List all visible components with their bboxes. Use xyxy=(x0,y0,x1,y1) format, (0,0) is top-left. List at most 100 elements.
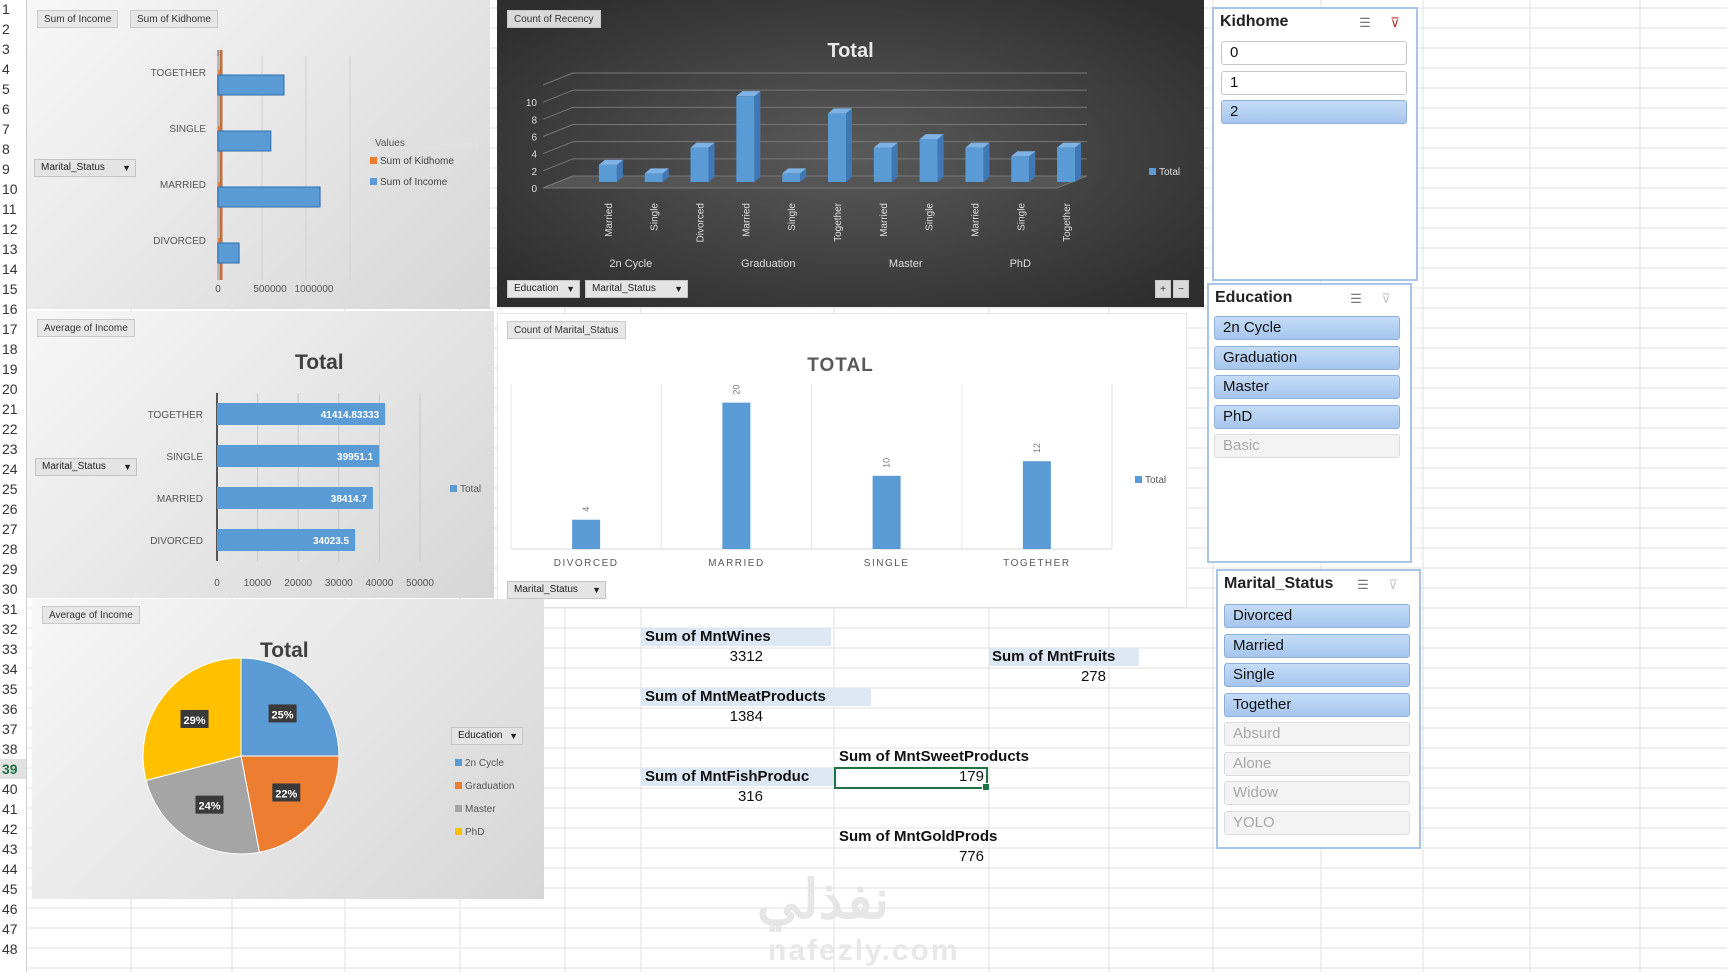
slicer-item[interactable]: Alone xyxy=(1224,751,1410,776)
slicer-kidhome[interactable]: Kidhome ☰ ⊽ 0 1 2 xyxy=(1212,7,1418,281)
pivot-label-gold[interactable]: Sum of MntGoldProds xyxy=(839,828,998,845)
row-number[interactable]: 19 xyxy=(2,361,18,377)
row-number[interactable]: 18 xyxy=(2,341,18,357)
slicer-item[interactable]: 1 xyxy=(1221,70,1407,95)
row-number[interactable]: 47 xyxy=(2,921,18,937)
row-headers[interactable]: 1 2 3 4 5 6 7 8 9 10 11 12 13 14 15 16 17 18 19 20 21 22 23 24 2… xyxy=(0,0,27,972)
field-button-average-income[interactable]: Average of Income xyxy=(42,606,140,624)
row-number[interactable]: 23 xyxy=(2,441,18,457)
collapse-field-button[interactable]: − xyxy=(1173,280,1189,298)
row-number[interactable]: 20 xyxy=(2,381,18,397)
expand-field-button[interactable]: + xyxy=(1155,280,1171,298)
row-number[interactable]: 27 xyxy=(2,521,18,537)
chart-income-kidhome[interactable]: Sum of Income Sum of Kidhome Marital_Sta… xyxy=(27,0,490,309)
row-number[interactable]: 17 xyxy=(2,321,18,337)
axis-filter-marital-status[interactable]: Marital_Status ▼ xyxy=(35,458,137,476)
chart-count-marital-status[interactable]: Count of Marital_Status TOTAL 4 DIVORCED 2… xyxy=(497,313,1187,608)
axis-filter-marital-status[interactable]: Marital_Status ▼ xyxy=(507,581,606,599)
row-number[interactable]: 30 xyxy=(2,581,18,597)
slicer-item[interactable]: 0 xyxy=(1221,41,1407,65)
chart-pie-income-education[interactable]: Average of Income Total 25% 22% 24% 29% Edu… xyxy=(32,599,544,899)
row-number[interactable]: 43 xyxy=(2,841,18,857)
slicer-item[interactable]: 2n Cycle xyxy=(1214,316,1400,340)
pivot-label-fruits[interactable]: Sum of MntFruits xyxy=(992,648,1116,665)
row-number[interactable]: 4 xyxy=(2,61,10,77)
row-number[interactable]: 46 xyxy=(2,901,18,917)
row-number[interactable]: 41 xyxy=(2,801,18,817)
slicer-item[interactable]: 2 xyxy=(1221,100,1407,124)
pivot-value-sweet[interactable]: 179 xyxy=(958,768,984,785)
row-number[interactable]: 2 xyxy=(2,21,10,37)
row-number[interactable]: 13 xyxy=(2,241,18,257)
slicer-item[interactable]: Divorced xyxy=(1224,604,1410,628)
slicer-marital-status[interactable]: Marital_Status ☰ ⊽ Divorced Married Single… xyxy=(1216,569,1421,849)
pivot-value-fish[interactable]: 316 xyxy=(737,788,763,805)
multi-select-icon[interactable]: ☰ xyxy=(1359,15,1371,30)
row-number[interactable]: 34 xyxy=(2,661,18,677)
row-number[interactable]: 35 xyxy=(2,681,18,697)
field-button-sum-income[interactable]: Sum of Income xyxy=(37,10,119,28)
chart-count-recency[interactable]: Count of Recency Total 0 2 4 6 8 10 Married Sin… xyxy=(497,0,1204,307)
row-number[interactable]: 21 xyxy=(2,401,18,417)
row-number[interactable]: 11 xyxy=(2,201,17,217)
slicer-item[interactable]: PhD xyxy=(1214,404,1400,429)
axis-filter-education[interactable]: Education ▼ xyxy=(507,280,580,298)
clear-filter-icon[interactable]: ⊽ xyxy=(1390,15,1400,30)
row-number[interactable]: 36 xyxy=(2,701,18,717)
row-number[interactable]: 26 xyxy=(2,501,18,517)
pivot-value-gold[interactable]: 776 xyxy=(958,848,984,865)
row-number[interactable]: 24 xyxy=(2,461,18,477)
row-number[interactable]: 22 xyxy=(2,421,18,437)
row-number[interactable]: 42 xyxy=(2,821,18,837)
multi-select-icon[interactable]: ☰ xyxy=(1357,577,1369,592)
pivot-label-meat[interactable]: Sum of MntMeatProducts xyxy=(645,688,826,705)
slicer-item[interactable]: Widow xyxy=(1224,781,1410,805)
row-number[interactable]: 8 xyxy=(2,141,10,157)
row-number[interactable]: 5 xyxy=(2,81,10,97)
row-number[interactable]: 45 xyxy=(2,881,18,897)
axis-filter-marital-status[interactable]: Marital_Status ▼ xyxy=(34,159,136,177)
row-number[interactable]: 32 xyxy=(2,621,18,637)
pivot-label-wines[interactable]: Sum of MntWines xyxy=(645,628,771,645)
active-cell-selection[interactable] xyxy=(834,767,990,791)
field-button-sum-kidhome[interactable]: Sum of Kidhome xyxy=(130,10,218,28)
field-button-count-recency[interactable]: Count of Recency xyxy=(507,10,601,28)
row-number[interactable]: 3 xyxy=(2,41,10,57)
clear-filter-icon[interactable]: ⊽ xyxy=(1388,577,1398,592)
row-number[interactable]: 16 xyxy=(2,301,18,317)
row-number[interactable]: 9 xyxy=(2,161,10,177)
slicer-item[interactable]: Master xyxy=(1214,375,1400,399)
row-number[interactable]: 38 xyxy=(2,741,18,757)
row-number[interactable]: 29 xyxy=(2,561,18,577)
clear-filter-icon[interactable]: ⊽ xyxy=(1381,291,1391,306)
row-number[interactable]: 12 xyxy=(2,221,18,237)
legend-filter-education[interactable]: Education ▼ xyxy=(451,727,523,745)
multi-select-icon[interactable]: ☰ xyxy=(1350,291,1362,306)
slicer-item[interactable]: YOLO xyxy=(1224,810,1410,835)
row-number[interactable]: 25 xyxy=(2,481,18,497)
row-number[interactable]: 15 xyxy=(2,281,18,297)
row-number[interactable]: 7 xyxy=(2,121,10,137)
row-number[interactable]: 39 xyxy=(0,759,26,779)
pivot-label-fish[interactable]: Sum of MntFishProduc xyxy=(645,768,810,785)
row-number[interactable]: 44 xyxy=(2,861,18,877)
axis-filter-marital-status[interactable]: Marital_Status ▼ xyxy=(585,280,688,298)
pivot-value-fruits[interactable]: 278 xyxy=(1080,668,1106,685)
row-number[interactable]: 10 xyxy=(2,181,18,197)
field-button-count-marital[interactable]: Count of Marital_Status xyxy=(507,321,626,339)
row-number[interactable]: 6 xyxy=(2,101,10,117)
row-number[interactable]: 14 xyxy=(2,261,18,277)
slicer-education[interactable]: Education ☰ ⊽ 2n Cycle Graduation Master Ph… xyxy=(1207,283,1412,563)
row-number[interactable]: 1 xyxy=(2,1,10,17)
field-button-average-income[interactable]: Average of Income xyxy=(37,319,135,337)
row-number[interactable]: 31 xyxy=(2,601,18,617)
slicer-item[interactable]: Graduation xyxy=(1214,345,1400,370)
chart-average-income-marital[interactable]: Average of Income Total Marital_Status ▼ … xyxy=(27,311,494,598)
row-number[interactable]: 28 xyxy=(2,541,18,557)
row-number[interactable]: 37 xyxy=(2,721,18,737)
row-number[interactable]: 48 xyxy=(2,941,18,957)
row-number[interactable]: 33 xyxy=(2,641,18,657)
slicer-item[interactable]: Basic xyxy=(1214,434,1400,458)
pivot-value-meat[interactable]: 1384 xyxy=(729,708,763,725)
slicer-item[interactable]: Together xyxy=(1224,692,1410,717)
